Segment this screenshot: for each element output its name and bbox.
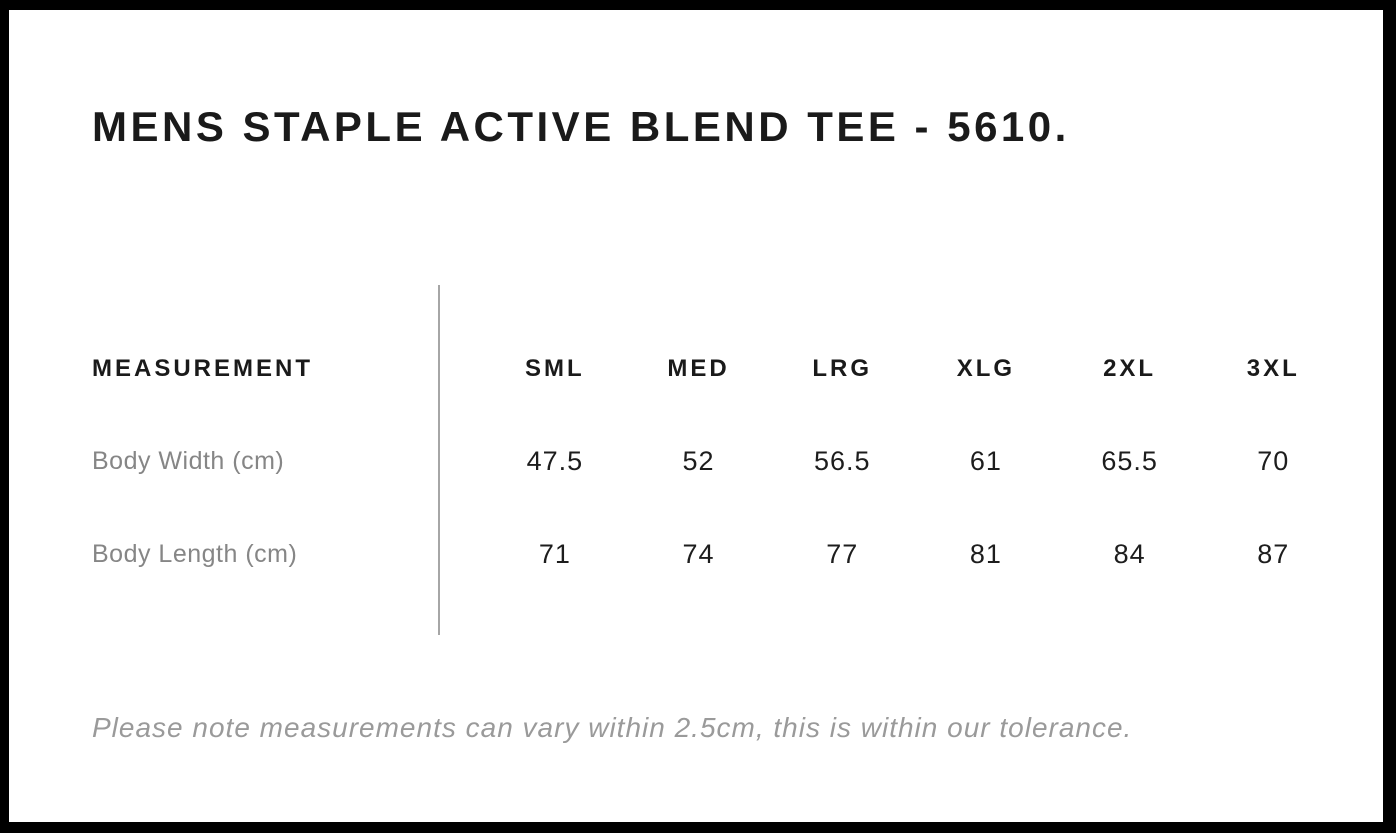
- column-header-3xl: 3XL: [1246, 355, 1300, 383]
- column-header-measurement: MEASUREMENT: [92, 355, 314, 383]
- row-label-body-width: Body Width (cm): [92, 447, 285, 476]
- body-length-sml: 71: [538, 538, 571, 569]
- body-length-3xl: 87: [1257, 538, 1290, 569]
- size-chart-table: MEASUREMENT SML MED LRG XLG 2XL 3XL Body…: [92, 323, 1345, 601]
- body-width-med: 52: [682, 446, 715, 477]
- body-width-lrg: 56.5: [813, 446, 871, 477]
- body-length-xlg: 81: [969, 538, 1002, 569]
- body-length-lrg: 77: [826, 538, 859, 569]
- column-header-sml: SML: [525, 355, 585, 383]
- page-title: MENS STAPLE ACTIVE BLEND TEE - 5610.: [92, 103, 1070, 150]
- table-column-divider: [438, 285, 440, 635]
- tolerance-note: Please note measurements can vary within…: [92, 712, 1133, 743]
- column-header-2xl: 2XL: [1103, 355, 1157, 383]
- body-width-3xl: 70: [1257, 446, 1290, 477]
- body-length-med: 74: [682, 538, 715, 569]
- column-header-lrg: LRG: [812, 355, 873, 383]
- body-width-xlg: 61: [969, 446, 1002, 477]
- body-width-2xl: 65.5: [1101, 446, 1158, 477]
- body-width-sml: 47.5: [526, 446, 584, 477]
- column-header-xlg: XLG: [956, 355, 1016, 383]
- row-label-body-length: Body Length (cm): [92, 539, 298, 568]
- body-length-2xl: 84: [1113, 538, 1146, 569]
- column-header-med: MED: [667, 355, 730, 383]
